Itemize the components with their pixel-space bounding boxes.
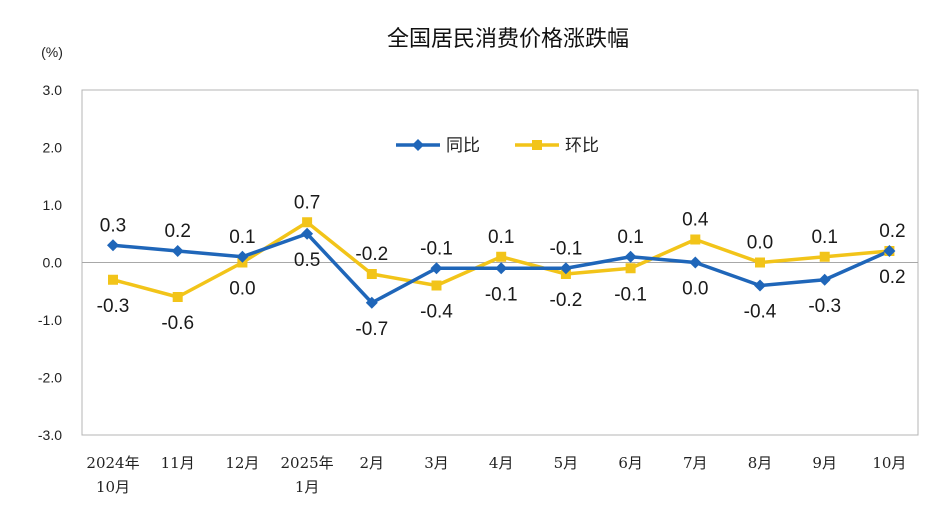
y-tick-label: -1.0	[38, 312, 62, 328]
x-tick-label: 3月	[424, 454, 449, 472]
data-point	[818, 273, 831, 286]
x-tick-label: 2025年	[281, 454, 334, 472]
data-point	[172, 292, 183, 302]
data-point	[624, 250, 637, 263]
data-point	[690, 234, 701, 245]
x-tick-label: 10月	[872, 454, 906, 472]
data-label: -0.2	[550, 290, 583, 311]
data-label: 0.2	[164, 221, 190, 242]
legend: 同比 环比	[396, 136, 599, 156]
data-point	[366, 269, 377, 279]
data-point	[108, 274, 118, 285]
data-point	[819, 251, 830, 262]
x-tick-label: 7月	[683, 454, 708, 472]
x-tick-label: 11月	[161, 454, 195, 472]
data-label: -0.4	[744, 302, 777, 323]
y-tick-label: 3.0	[43, 82, 63, 98]
data-label: -0.1	[485, 284, 518, 305]
data-label: 0.1	[617, 227, 643, 248]
x-tick-labels: 2024年 10月 11月 12月 2025年 1月 2月 3月 4月 5月 6月 7月 8月 9月 10月	[86, 454, 906, 496]
y-tick-label: -2.0	[38, 370, 62, 386]
legend-label: 同比	[446, 136, 480, 156]
data-point	[754, 279, 766, 292]
x-tick-label: 4月	[489, 454, 514, 472]
legend-label: 环比	[565, 136, 599, 156]
data-point	[365, 296, 378, 309]
data-label: 0.0	[229, 279, 255, 300]
y-tick-label: 1.0	[43, 197, 63, 213]
x-tick-label: 6月	[618, 454, 643, 472]
data-point	[625, 263, 636, 274]
data-label: 0.0	[747, 233, 773, 254]
data-label: 0.1	[229, 227, 255, 248]
data-label: 0.7	[294, 192, 320, 213]
data-point	[689, 256, 702, 269]
data-point	[496, 251, 507, 262]
data-label: -0.2	[355, 244, 388, 265]
data-point	[301, 227, 314, 240]
data-label: -0.1	[420, 238, 453, 259]
y-tick-label: 2.0	[43, 140, 63, 156]
data-label: 0.1	[488, 227, 514, 248]
x-tick-label: 1月	[295, 478, 320, 496]
data-label: -0.7	[355, 319, 388, 340]
y-tick-labels: 3.0 2.0 1.0 0.0 -1.0 -2.0 -3.0	[38, 82, 62, 443]
data-label: -0.1	[550, 238, 583, 259]
data-point	[559, 262, 572, 275]
x-tick-label: 8月	[748, 454, 773, 472]
y-axis-unit: (%)	[41, 44, 63, 60]
data-label: 0.4	[682, 210, 709, 231]
data-point	[302, 217, 313, 228]
y-tick-label: -3.0	[38, 427, 62, 443]
x-tick-label: 10月	[96, 478, 130, 496]
data-point	[430, 262, 443, 275]
data-point	[171, 245, 184, 257]
data-label: 0.3	[100, 215, 126, 236]
data-point	[755, 257, 765, 268]
data-point	[495, 262, 508, 275]
legend-marker	[532, 140, 542, 150]
data-label: -0.3	[808, 296, 841, 317]
x-tick-label: 2024年	[86, 454, 139, 472]
data-label: 0.2	[879, 267, 905, 288]
data-point	[431, 280, 442, 291]
data-point	[107, 239, 119, 252]
x-tick-label: 5月	[554, 454, 579, 472]
data-label: 0.2	[879, 221, 905, 242]
data-label: -0.3	[97, 296, 130, 317]
data-label: 0.0	[682, 279, 708, 300]
data-label: -0.4	[420, 302, 453, 323]
y-tick-label: 0.0	[43, 255, 63, 271]
series-markers	[107, 217, 896, 309]
data-labels: 0.3 -0.3 0.2 -0.6 0.1 0.0 0.5 0.7 -0.7 -0.2 -0.1 -0…	[97, 192, 906, 340]
legend-marker	[412, 139, 424, 151]
data-label: 0.5	[294, 250, 320, 271]
chart-title: 全国居民消费价格涨跌幅	[387, 27, 629, 52]
data-point	[883, 245, 896, 257]
data-label: -0.1	[614, 284, 647, 305]
data-label: 0.1	[811, 227, 837, 248]
x-tick-label: 2月	[360, 454, 385, 472]
x-tick-label: 9月	[812, 454, 837, 472]
data-label: -0.6	[161, 313, 194, 334]
data-point	[236, 250, 249, 263]
x-tick-label: 12月	[225, 454, 259, 472]
